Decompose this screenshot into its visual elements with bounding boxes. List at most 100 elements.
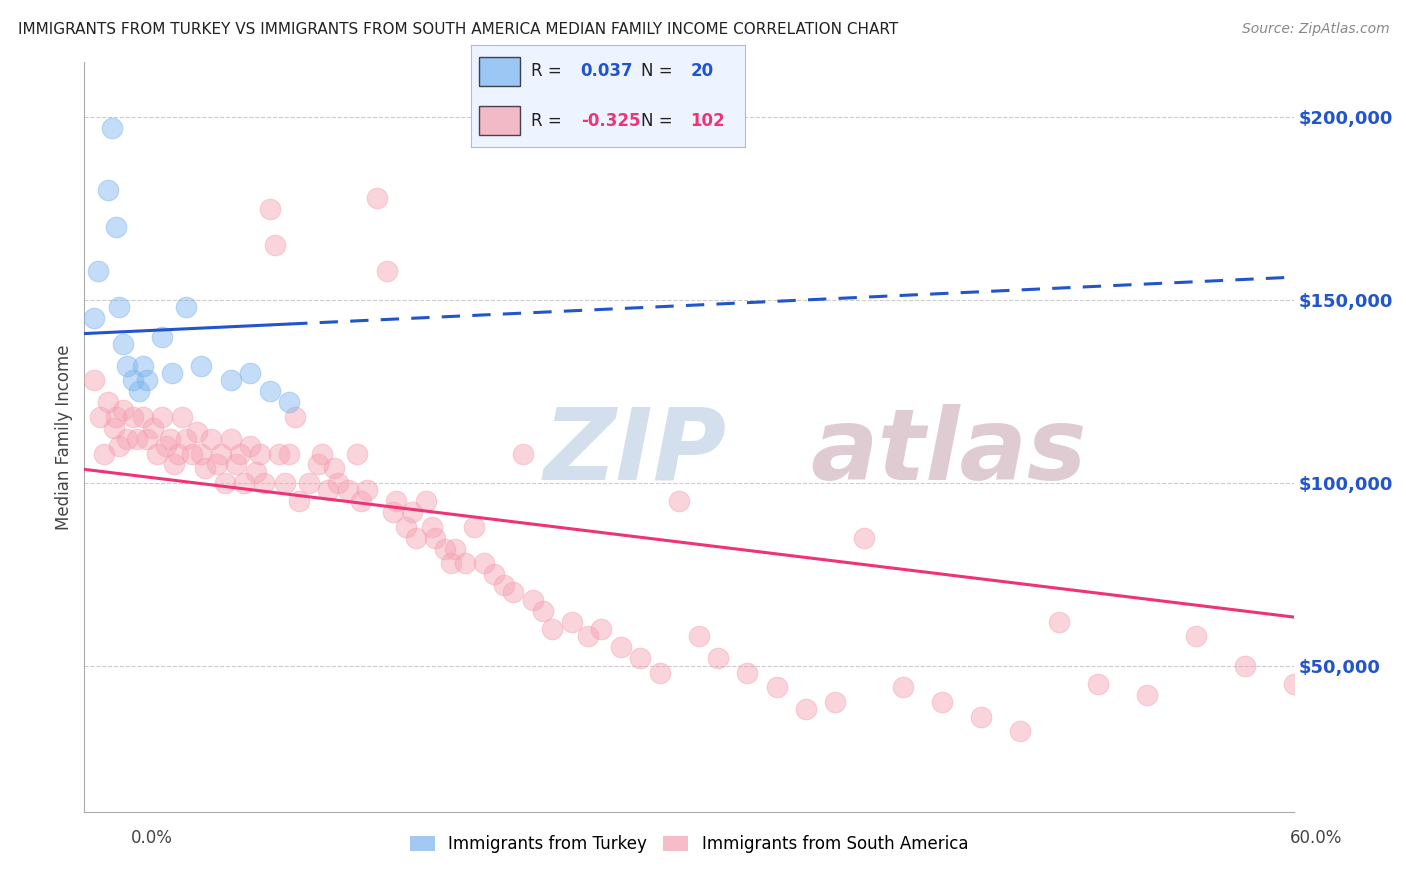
Point [132, 359, 155, 373]
Point [112, 402, 135, 417]
Point [853, 531, 876, 545]
Point [794, 702, 817, 716]
Point [142, 421, 165, 435]
Point [214, 475, 236, 490]
Point [531, 604, 554, 618]
Point [1282, 677, 1305, 691]
Point [190, 446, 212, 460]
Point [132, 409, 155, 424]
Point [381, 505, 404, 519]
Point [108, 439, 131, 453]
Text: R =: R = [531, 112, 562, 129]
Point [122, 373, 145, 387]
Point [219, 432, 242, 446]
Point [453, 556, 475, 570]
Point [395, 519, 418, 533]
Point [200, 432, 222, 446]
Text: IMMIGRANTS FROM TURKEY VS IMMIGRANTS FROM SOUTH AMERICA MEDIAN FAMILY INCOME COR: IMMIGRANTS FROM TURKEY VS IMMIGRANTS FRO… [18, 22, 898, 37]
Point [93, 446, 115, 460]
Point [366, 191, 388, 205]
Point [167, 446, 190, 460]
Point [225, 458, 247, 472]
Point [249, 446, 271, 460]
Point [186, 425, 208, 439]
Point [336, 483, 359, 497]
Point [163, 458, 186, 472]
Point [350, 494, 373, 508]
Point [576, 629, 599, 643]
Point [765, 681, 787, 695]
Point [323, 461, 346, 475]
Point [316, 483, 339, 497]
Point [97, 183, 120, 197]
Point [117, 432, 139, 446]
Point [375, 264, 398, 278]
Point [108, 301, 131, 315]
Point [648, 665, 671, 680]
Point [103, 421, 125, 435]
FancyBboxPatch shape [479, 106, 520, 135]
Point [1010, 724, 1032, 739]
Point [205, 458, 228, 472]
Point [688, 629, 710, 643]
Point [259, 202, 281, 216]
Point [385, 494, 408, 508]
Text: 0.037: 0.037 [581, 62, 633, 80]
Point [284, 409, 307, 424]
Point [420, 519, 443, 533]
Point [434, 541, 457, 556]
Point [502, 585, 524, 599]
Point [628, 651, 651, 665]
Point [824, 695, 846, 709]
Point [209, 446, 232, 460]
Point [561, 615, 583, 629]
Point [239, 366, 262, 380]
Point [311, 446, 333, 460]
Text: N =: N = [641, 62, 672, 80]
Point [591, 622, 613, 636]
Point [83, 311, 105, 326]
Point [160, 366, 183, 380]
Point [463, 519, 485, 533]
Point [174, 301, 197, 315]
Point [125, 432, 148, 446]
Point [278, 395, 301, 409]
Point [100, 121, 122, 136]
Point [707, 651, 730, 665]
Text: 60.0%: 60.0% [1289, 829, 1343, 847]
Legend: Immigrants from Turkey, Immigrants from South America: Immigrants from Turkey, Immigrants from … [404, 829, 974, 860]
Point [440, 556, 463, 570]
Text: N =: N = [641, 112, 672, 129]
Point [1049, 615, 1071, 629]
Point [135, 432, 157, 446]
Point [112, 337, 135, 351]
Point [219, 373, 242, 387]
Point [512, 446, 534, 460]
Text: -0.325: -0.325 [581, 112, 640, 129]
Point [346, 446, 368, 460]
Point [190, 359, 212, 373]
Point [1185, 629, 1208, 643]
Text: ZIP: ZIP [544, 403, 727, 500]
Point [117, 359, 139, 373]
Point [253, 475, 276, 490]
Text: R =: R = [531, 62, 562, 80]
Point [405, 531, 427, 545]
Point [150, 329, 173, 343]
Point [135, 373, 157, 387]
Point [245, 465, 267, 479]
Point [893, 681, 915, 695]
Point [278, 446, 301, 460]
Point [194, 461, 217, 475]
Point [444, 541, 467, 556]
Point [609, 640, 631, 655]
Point [1233, 658, 1256, 673]
Point [104, 409, 127, 424]
Point [97, 395, 120, 409]
Point [89, 409, 111, 424]
Text: 102: 102 [690, 112, 725, 129]
Point [737, 665, 759, 680]
Point [174, 432, 197, 446]
Point [541, 622, 564, 636]
Point [326, 475, 349, 490]
